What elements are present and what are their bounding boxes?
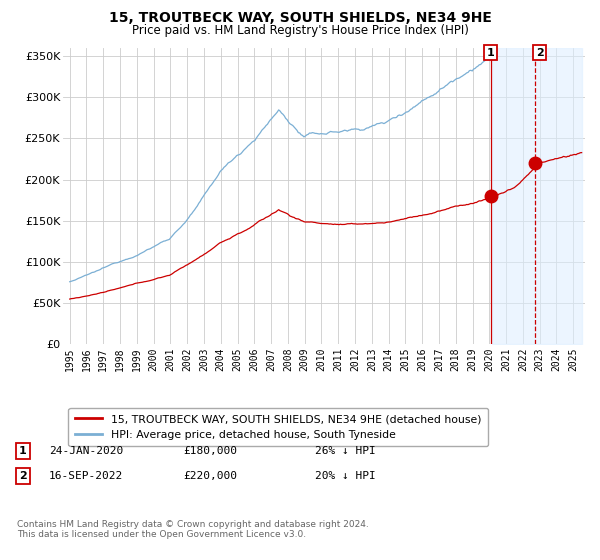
Text: 16-SEP-2022: 16-SEP-2022: [49, 471, 124, 481]
Text: 1: 1: [487, 48, 494, 58]
Text: Price paid vs. HM Land Registry's House Price Index (HPI): Price paid vs. HM Land Registry's House …: [131, 24, 469, 36]
Text: £220,000: £220,000: [183, 471, 237, 481]
Text: 1: 1: [19, 446, 26, 456]
Text: Contains HM Land Registry data © Crown copyright and database right 2024.
This d: Contains HM Land Registry data © Crown c…: [17, 520, 368, 539]
Text: 24-JAN-2020: 24-JAN-2020: [49, 446, 124, 456]
Text: 20% ↓ HPI: 20% ↓ HPI: [315, 471, 376, 481]
Text: 26% ↓ HPI: 26% ↓ HPI: [315, 446, 376, 456]
Text: 15, TROUTBECK WAY, SOUTH SHIELDS, NE34 9HE: 15, TROUTBECK WAY, SOUTH SHIELDS, NE34 9…: [109, 11, 491, 25]
Text: 2: 2: [19, 471, 26, 481]
Text: 2: 2: [536, 48, 544, 58]
Text: £180,000: £180,000: [183, 446, 237, 456]
Legend: 15, TROUTBECK WAY, SOUTH SHIELDS, NE34 9HE (detached house), HPI: Average price,: 15, TROUTBECK WAY, SOUTH SHIELDS, NE34 9…: [68, 408, 488, 446]
